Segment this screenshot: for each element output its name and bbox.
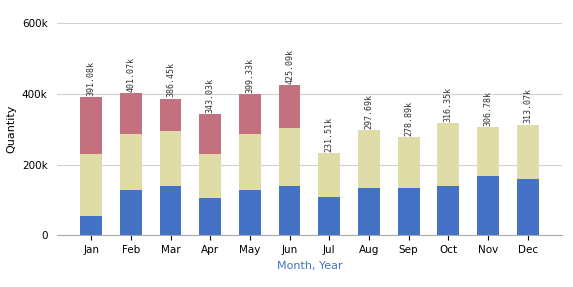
- Bar: [120, 190, 142, 235]
- X-axis label: Month, Year: Month, Year: [277, 261, 342, 271]
- Bar: [199, 154, 221, 198]
- Text: 316.35k: 316.35k: [444, 87, 453, 122]
- Bar: [437, 187, 459, 235]
- Text: 313.07k: 313.07k: [523, 88, 532, 123]
- Text: 306.78k: 306.78k: [484, 91, 493, 126]
- Text: 386.45k: 386.45k: [166, 63, 175, 98]
- Bar: [160, 98, 182, 131]
- Bar: [517, 125, 539, 179]
- Bar: [477, 176, 499, 235]
- Bar: [239, 190, 261, 235]
- Bar: [199, 114, 221, 154]
- Bar: [278, 85, 300, 128]
- Bar: [239, 134, 261, 190]
- Text: 391.08k: 391.08k: [87, 61, 96, 96]
- Text: 401.07k: 401.07k: [126, 57, 135, 92]
- Text: 343.03k: 343.03k: [206, 78, 215, 113]
- Text: 425.09k: 425.09k: [285, 49, 294, 84]
- Bar: [80, 97, 102, 154]
- Bar: [120, 93, 142, 134]
- Bar: [319, 197, 340, 235]
- Bar: [239, 94, 261, 134]
- Bar: [437, 123, 459, 187]
- Bar: [517, 179, 539, 235]
- Bar: [160, 186, 182, 235]
- Bar: [398, 137, 419, 188]
- Bar: [278, 187, 300, 235]
- Bar: [160, 131, 182, 186]
- Bar: [358, 130, 380, 188]
- Bar: [199, 198, 221, 235]
- Bar: [319, 153, 340, 197]
- Bar: [398, 188, 419, 235]
- Text: 278.89k: 278.89k: [404, 100, 413, 135]
- Text: 297.69k: 297.69k: [364, 94, 374, 129]
- Bar: [278, 128, 300, 187]
- Bar: [477, 127, 499, 176]
- Bar: [358, 188, 380, 235]
- Y-axis label: Quantity: Quantity: [6, 105, 16, 153]
- Text: 399.33k: 399.33k: [245, 58, 254, 93]
- Bar: [80, 216, 102, 235]
- Bar: [80, 154, 102, 216]
- Bar: [120, 134, 142, 190]
- Text: 231.51k: 231.51k: [325, 117, 333, 152]
